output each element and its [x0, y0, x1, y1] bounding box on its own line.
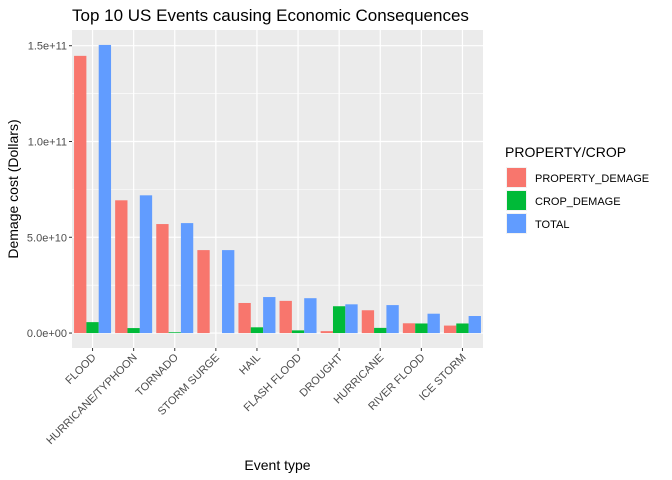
bar-property-demage-storm-surge [197, 250, 210, 334]
bar-property-demage-ice-storm [443, 325, 457, 334]
bar-crop-demage-hurricane [374, 327, 387, 334]
bars [74, 44, 481, 334]
legend-swatch-property-demage [507, 168, 526, 187]
bar-total-hail [263, 297, 276, 334]
bar-crop-demage-hail [250, 327, 264, 334]
y-axis: 0.0e+00 5.0e+10 1.0e+11 1.5e+11 [27, 41, 72, 340]
bar-crop-demage-drought [332, 306, 346, 334]
bar-total-hurricane-typhoon [139, 195, 153, 334]
y-tick-label: 1.0e+11 [28, 136, 67, 148]
legend-swatch-crop-demage [507, 191, 526, 210]
bar-total-storm-surge [222, 250, 235, 334]
y-tick-label: 5.0e+10 [27, 232, 67, 244]
bar-crop-demage-hurricane-typhoon [127, 328, 140, 334]
bar-property-demage-drought [320, 331, 333, 334]
bar-crop-demage-flash-flood [291, 330, 305, 334]
bar-total-tornado [180, 223, 194, 334]
legend: PROPERTY/CROP PROPERTY_DEMAGE CROP_DEMAGE… [505, 144, 649, 234]
bar-total-ice-storm [468, 316, 481, 334]
bar-property-demage-river-flood [402, 323, 416, 334]
chart-title: Top 10 US Events causing Economic Conseq… [72, 6, 469, 25]
legend-title: PROPERTY/CROP [505, 144, 626, 160]
bar-total-flash-flood [304, 298, 317, 334]
bar-crop-demage-tornado [168, 332, 181, 334]
grid [72, 30, 483, 348]
y-axis-title: Demage cost (Dollars) [5, 119, 21, 258]
x-tick-label: HAIL [237, 352, 263, 378]
y-tick-label: 1.5e+11 [28, 41, 67, 53]
bar-total-hurricane [386, 305, 399, 334]
legend-swatch-total [507, 214, 526, 233]
x-axis-title: Event type [244, 457, 310, 473]
bar-property-demage-flash-flood [279, 300, 292, 334]
legend-label: CROP_DEMAGE [535, 196, 621, 208]
bar-total-drought [345, 304, 358, 334]
bar-property-demage-hurricane-typhoon [115, 200, 128, 334]
x-tick-label: FLOOD [63, 352, 98, 387]
legend-label: PROPERTY_DEMAGE [535, 173, 649, 185]
bar-crop-demage-river-flood [415, 323, 428, 334]
legend-label: TOTAL [535, 219, 569, 231]
bar-property-demage-hail [238, 302, 251, 334]
bar-total-flood [98, 44, 112, 334]
bar-crop-demage-flood [86, 322, 99, 334]
bar-crop-demage-ice-storm [456, 323, 469, 334]
bar-property-demage-tornado [156, 224, 169, 334]
bar-total-river-flood [427, 313, 440, 334]
bar-property-demage-hurricane [361, 310, 375, 334]
bar-property-demage-flood [74, 55, 87, 334]
y-tick-label: 0.0e+00 [27, 328, 67, 340]
